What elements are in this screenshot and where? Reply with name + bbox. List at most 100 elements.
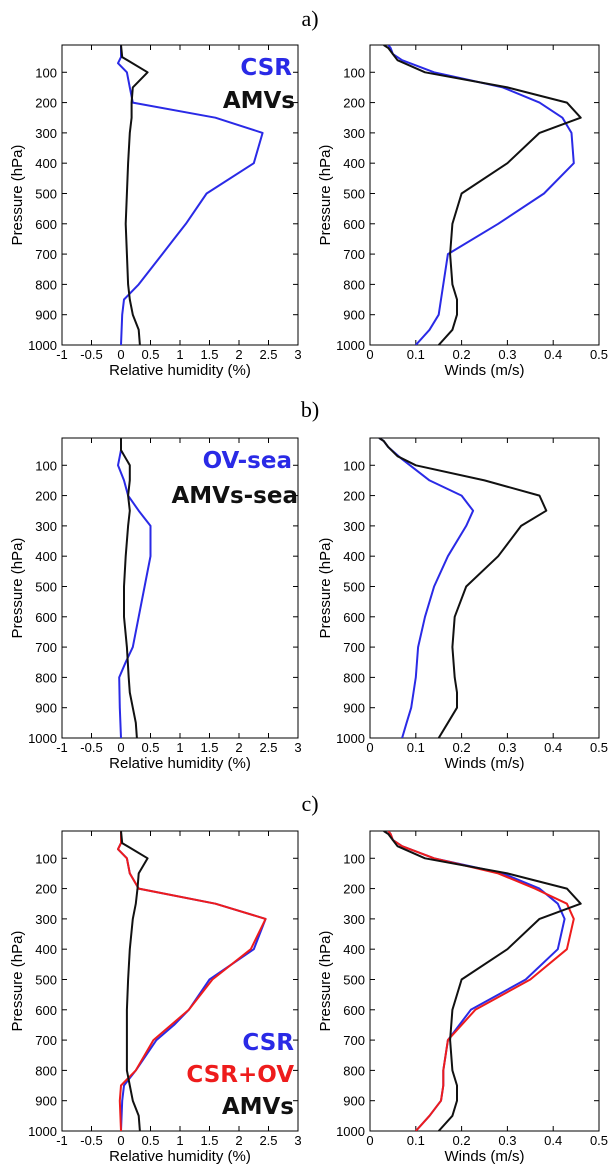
x-tick-label: 0.3 bbox=[498, 1133, 516, 1148]
x-axis-label: Winds (m/s) bbox=[445, 1148, 525, 1165]
series-line-amvs bbox=[383, 45, 582, 345]
x-tick-label: 1.5 bbox=[200, 1133, 218, 1148]
y-tick-label: 700 bbox=[343, 640, 365, 655]
series-line-csr bbox=[387, 45, 575, 345]
y-axis-label: Pressure (hPa) bbox=[9, 538, 26, 639]
x-tick-label: 0.3 bbox=[498, 740, 516, 755]
series-line-csr-ov bbox=[387, 831, 575, 1131]
x-tick-label: 0.3 bbox=[498, 347, 516, 362]
y-tick-label: 800 bbox=[35, 670, 57, 685]
legend-entry: AMVs-sea bbox=[171, 483, 298, 509]
x-tick-label: 2 bbox=[235, 347, 242, 362]
x-axis-label: Winds (m/s) bbox=[445, 362, 525, 379]
x-tick-label: 1 bbox=[176, 1133, 183, 1148]
y-tick-label: 800 bbox=[343, 670, 365, 685]
x-tick-label: 2.5 bbox=[259, 740, 277, 755]
y-tick-label: 1000 bbox=[28, 1124, 57, 1139]
x-tick-label: 0.5 bbox=[141, 1133, 159, 1148]
y-tick-label: 700 bbox=[343, 247, 365, 262]
series-line-ov-sea bbox=[378, 438, 475, 738]
x-tick-label: 0.2 bbox=[453, 347, 471, 362]
x-axis-label: Winds (m/s) bbox=[445, 755, 525, 772]
plot-frame bbox=[369, 44, 600, 346]
y-tick-label: 500 bbox=[35, 579, 57, 594]
panel-label-b: b) bbox=[301, 397, 319, 422]
panel-label-c: c) bbox=[301, 791, 318, 816]
y-tick-label: 200 bbox=[343, 489, 365, 504]
panel-label-a: a) bbox=[301, 6, 318, 31]
series-line-csr bbox=[387, 831, 566, 1131]
y-tick-label: 300 bbox=[343, 126, 365, 141]
x-tick-label: 0 bbox=[366, 347, 373, 362]
series-line-ov-sea bbox=[117, 438, 152, 738]
y-tick-label: 200 bbox=[35, 96, 57, 111]
y-tick-label: 900 bbox=[35, 308, 57, 323]
y-tick-label: 600 bbox=[343, 1003, 365, 1018]
y-tick-label: 600 bbox=[35, 1003, 57, 1018]
y-tick-label: 300 bbox=[35, 519, 57, 534]
y-tick-label: 400 bbox=[35, 156, 57, 171]
y-tick-label: 800 bbox=[35, 1063, 57, 1078]
x-tick-label: 0.2 bbox=[453, 740, 471, 755]
y-tick-label: 800 bbox=[343, 277, 365, 292]
x-tick-label: 0.1 bbox=[407, 1133, 425, 1148]
x-tick-label: 0.4 bbox=[544, 740, 562, 755]
x-tick-label: 3 bbox=[294, 740, 301, 755]
x-tick-label: 0 bbox=[366, 1133, 373, 1148]
y-tick-label: 500 bbox=[343, 186, 365, 201]
x-tick-label: 2 bbox=[235, 1133, 242, 1148]
x-tick-label: 0.5 bbox=[141, 347, 159, 362]
chart-b-right: 0 0.1 0.2 0.3 0.4 0.5 100 200 300 400 500 600 700 800… bbox=[317, 437, 608, 772]
y-tick-label: 100 bbox=[343, 458, 365, 473]
y-tick-label: 900 bbox=[35, 1094, 57, 1109]
y-tick-label: 600 bbox=[343, 217, 365, 232]
x-tick-label: -1 bbox=[56, 347, 68, 362]
y-tick-label: 200 bbox=[343, 96, 365, 111]
x-tick-label: 0.5 bbox=[590, 740, 608, 755]
y-axis-label: Pressure (hPa) bbox=[317, 145, 334, 246]
x-tick-label: 2.5 bbox=[259, 347, 277, 362]
x-tick-label: 0.4 bbox=[544, 1133, 562, 1148]
y-tick-label: 700 bbox=[35, 1033, 57, 1048]
y-tick-label: 100 bbox=[343, 65, 365, 80]
y-tick-label: 100 bbox=[343, 851, 365, 866]
x-tick-label: 2.5 bbox=[259, 1133, 277, 1148]
series-line-amvs bbox=[120, 45, 149, 345]
y-tick-label: 1000 bbox=[336, 338, 365, 353]
y-tick-label: 300 bbox=[35, 126, 57, 141]
chart-a-left: -1 -0.5 0 0.5 1 1.5 2 2.5 3 100 200 300 400 500 600 700… bbox=[9, 44, 302, 379]
y-tick-label: 300 bbox=[343, 912, 365, 927]
legend-entry: OV-sea bbox=[203, 448, 292, 474]
series-line-amvs bbox=[383, 831, 582, 1131]
y-tick-label: 600 bbox=[35, 217, 57, 232]
y-tick-label: 300 bbox=[343, 519, 365, 534]
x-tick-label: 2 bbox=[235, 740, 242, 755]
x-tick-label: -0.5 bbox=[80, 740, 102, 755]
y-tick-label: 400 bbox=[343, 942, 365, 957]
y-tick-label: 100 bbox=[35, 458, 57, 473]
y-tick-label: 1000 bbox=[28, 338, 57, 353]
y-tick-label: 100 bbox=[35, 65, 57, 80]
x-tick-label: 1 bbox=[176, 740, 183, 755]
x-tick-label: 3 bbox=[294, 347, 301, 362]
chart-a-right: 0 0.1 0.2 0.3 0.4 0.5 100 200 300 400 500 600 700 800… bbox=[317, 44, 608, 379]
series-line-amvs bbox=[120, 831, 149, 1131]
x-axis-label: Relative humidity (%) bbox=[109, 1148, 251, 1165]
legend-entry: AMVs bbox=[223, 88, 295, 114]
y-tick-label: 500 bbox=[35, 972, 57, 987]
x-tick-label: -0.5 bbox=[80, 1133, 102, 1148]
x-axis-label: Relative humidity (%) bbox=[109, 755, 251, 772]
y-tick-label: 900 bbox=[343, 308, 365, 323]
y-tick-label: 100 bbox=[35, 851, 57, 866]
x-tick-label: 1.5 bbox=[200, 740, 218, 755]
legend-entry: CSR+OV bbox=[186, 1062, 294, 1088]
y-tick-label: 400 bbox=[343, 549, 365, 564]
x-tick-label: -1 bbox=[56, 1133, 68, 1148]
y-axis-label: Pressure (hPa) bbox=[9, 145, 26, 246]
legend-entry: CSR bbox=[240, 55, 292, 81]
x-tick-label: 0 bbox=[366, 740, 373, 755]
x-tick-label: 0 bbox=[117, 740, 124, 755]
y-tick-label: 700 bbox=[343, 1033, 365, 1048]
y-tick-label: 500 bbox=[343, 972, 365, 987]
